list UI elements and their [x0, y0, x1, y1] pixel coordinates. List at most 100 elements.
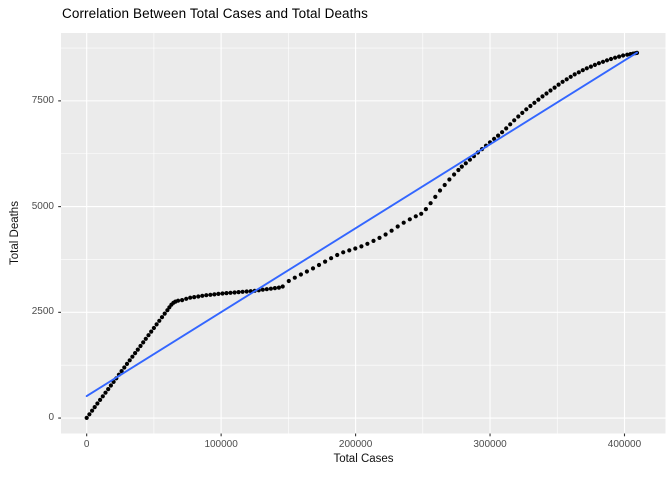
data-point	[236, 290, 241, 295]
data-point	[84, 415, 89, 420]
data-point	[304, 269, 309, 274]
data-point	[286, 278, 291, 284]
data-point	[584, 66, 589, 71]
data-point	[428, 201, 433, 206]
x-tick-label: 400000	[607, 439, 642, 450]
data-point	[395, 224, 400, 229]
data-point	[200, 293, 205, 298]
data-point	[423, 207, 428, 212]
data-point	[141, 340, 146, 345]
x-tick-label: 0	[83, 439, 90, 450]
data-point	[433, 194, 438, 199]
data-point	[208, 292, 213, 297]
data-point	[133, 351, 138, 356]
x-tick-label: 200000	[338, 439, 373, 450]
data-point	[298, 272, 303, 277]
data-point	[347, 248, 352, 253]
data-point	[135, 347, 140, 352]
data-point	[437, 188, 443, 193]
data-point	[100, 394, 105, 399]
data-point	[240, 289, 245, 294]
x-axis-title: Total Cases	[333, 453, 394, 465]
data-point	[353, 246, 358, 251]
data-point	[103, 390, 108, 395]
data-point	[90, 408, 95, 413]
data-point	[576, 70, 581, 75]
data-point	[272, 286, 277, 291]
data-point	[329, 256, 334, 261]
data-point	[292, 275, 297, 280]
data-point	[108, 383, 113, 388]
data-point	[341, 250, 346, 255]
data-point	[119, 369, 124, 374]
data-point	[516, 114, 521, 119]
data-point	[106, 387, 111, 392]
data-point	[459, 164, 464, 169]
data-point	[540, 94, 545, 99]
data-point	[500, 130, 505, 135]
data-point	[383, 232, 388, 237]
data-point	[377, 235, 382, 240]
data-point	[452, 172, 457, 177]
y-tick-label: 7500	[31, 94, 54, 106]
data-point	[524, 107, 529, 112]
data-point	[463, 161, 468, 166]
data-point	[130, 354, 135, 359]
data-point	[548, 88, 553, 93]
data-point	[151, 325, 156, 331]
data-point	[564, 77, 569, 82]
data-point	[568, 74, 573, 79]
data-point	[536, 97, 541, 102]
data-point	[621, 53, 626, 58]
data-point	[389, 228, 394, 233]
data-point	[323, 259, 328, 264]
data-point	[162, 311, 167, 316]
data-point	[276, 285, 281, 290]
data-point	[268, 286, 273, 291]
data-point	[316, 262, 322, 268]
data-point	[560, 79, 565, 84]
data-point	[608, 56, 614, 62]
data-point	[244, 289, 249, 294]
data-point	[572, 72, 577, 77]
data-point	[204, 293, 209, 298]
data-point	[556, 82, 561, 87]
data-point	[335, 252, 340, 258]
data-point	[220, 291, 225, 296]
data-point	[407, 217, 412, 222]
data-point	[143, 336, 148, 341]
y-tick-label: 0	[48, 412, 54, 424]
data-point	[124, 361, 130, 366]
data-point	[146, 333, 151, 338]
data-point	[401, 220, 406, 225]
data-point	[188, 295, 193, 300]
data-point	[528, 103, 533, 109]
data-point	[492, 136, 497, 141]
x-tick-label: 300000	[473, 439, 507, 450]
data-point	[617, 54, 622, 59]
data-point	[176, 298, 181, 303]
data-point	[544, 91, 549, 96]
data-point	[149, 329, 154, 334]
data-point	[496, 133, 501, 138]
data-point	[613, 55, 618, 60]
data-point	[600, 59, 606, 64]
data-point	[371, 238, 376, 243]
data-point	[419, 211, 424, 216]
data-point	[157, 318, 162, 323]
data-point	[212, 292, 217, 297]
data-point	[184, 296, 189, 301]
y-tick-label: 5000	[31, 200, 54, 212]
data-point	[580, 68, 585, 73]
data-point	[98, 397, 103, 402]
data-point	[604, 58, 610, 63]
chart-title: Correlation Between Total Cases and Tota…	[62, 6, 368, 21]
data-point	[508, 122, 513, 127]
y-tick-label: 2500	[31, 306, 54, 318]
data-point	[365, 241, 370, 246]
data-point	[154, 322, 159, 327]
data-point	[456, 167, 461, 173]
data-point	[310, 266, 316, 271]
data-point	[127, 358, 132, 363]
